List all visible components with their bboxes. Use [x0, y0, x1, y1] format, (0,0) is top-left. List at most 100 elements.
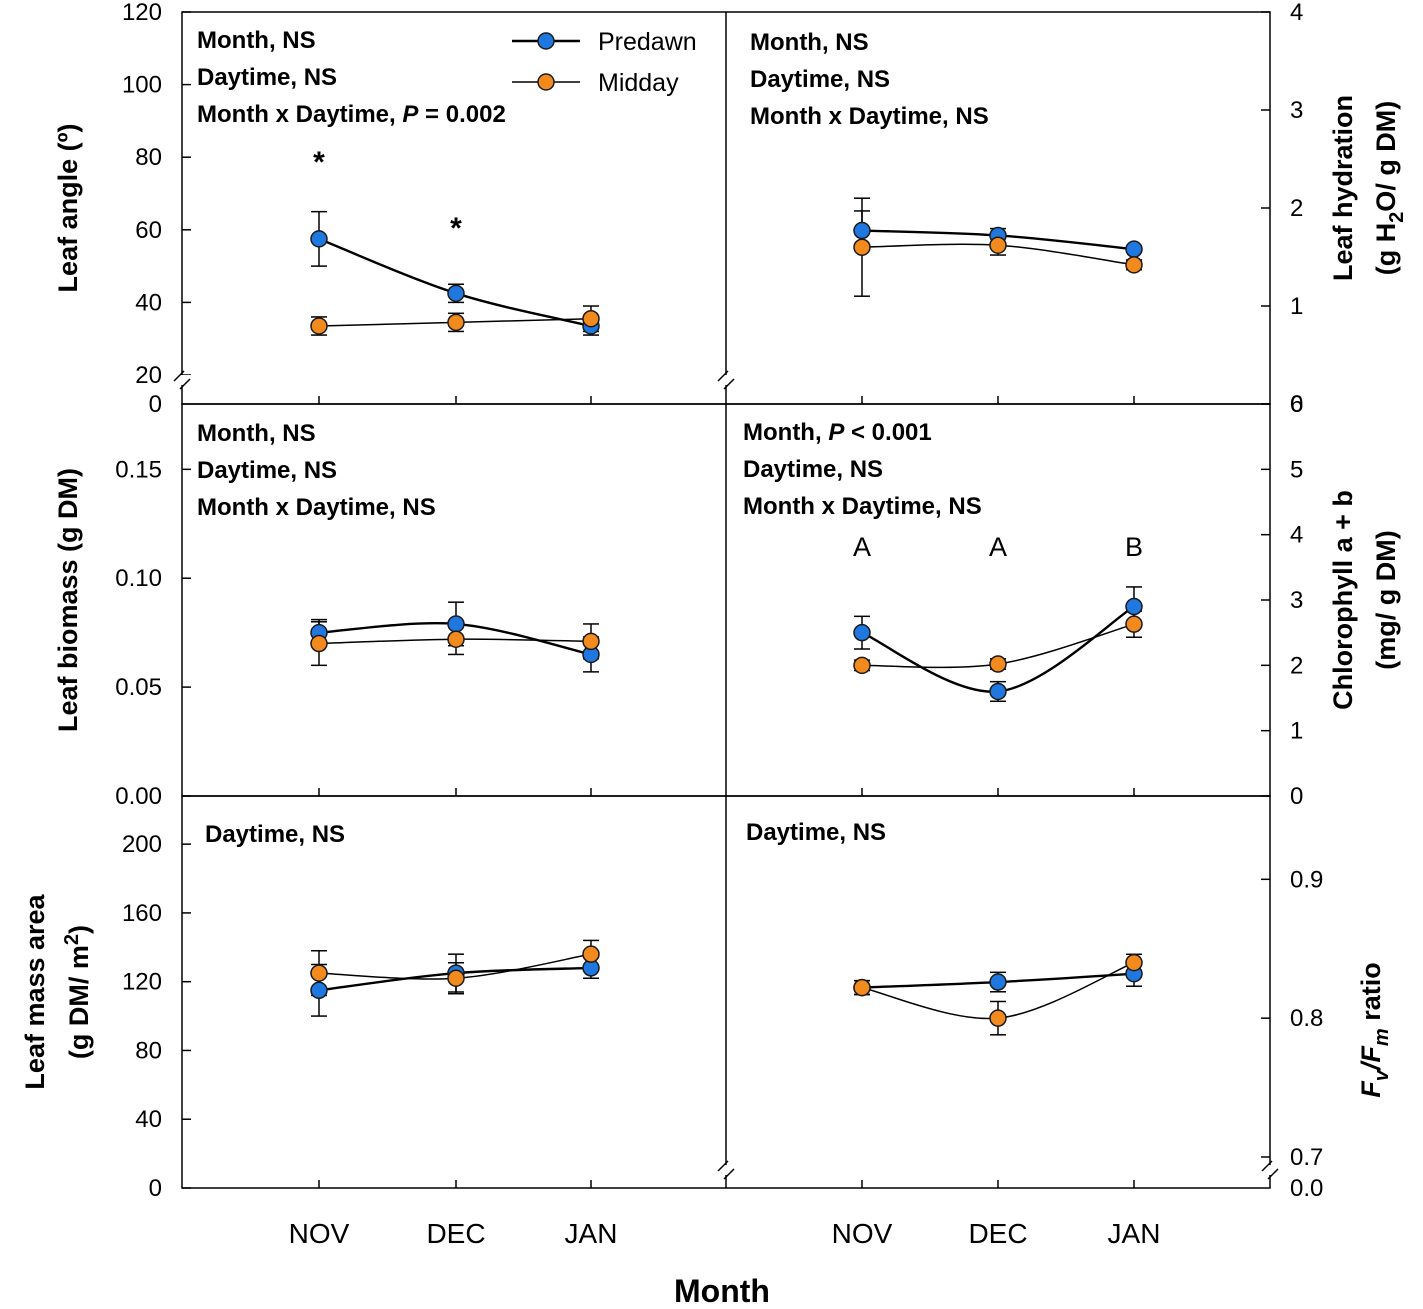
leaf-hydration-midday-point [989, 236, 1007, 254]
chlorophyll-y-tick-label: 6 [1290, 391, 1303, 418]
leaf-hydration-stat-line: Month x Daytime, NS [750, 103, 989, 130]
leaf-mass-area-midday-point [447, 969, 465, 987]
fv-fm-predawn-point [989, 973, 1007, 991]
chlorophyll-stat-line: Month, P < 0.001 [743, 419, 932, 446]
chlorophyll-predawn-point [989, 682, 1007, 701]
leaf-hydration-y-tick-label: 2 [1290, 195, 1303, 222]
chlorophyll-midday-point [853, 656, 871, 675]
leaf-biomass-stat-line: Month, NS [197, 420, 316, 447]
leaf-mass-area-midday-point [310, 964, 328, 982]
leaf-angle-predawn-point [310, 230, 328, 248]
chlorophyll-midday-point [989, 655, 1007, 673]
fv-fm-midday-point [989, 1009, 1007, 1027]
leaf-hydration-midday-point [853, 238, 871, 256]
chlorophyll-y-tick-label: 3 [1290, 587, 1303, 614]
chlorophyll-y-tick-label: 5 [1290, 456, 1303, 483]
leaf-biomass-stat-line: Month x Daytime, NS [197, 494, 436, 521]
leaf-mass-area-y-tick-label: 0 [149, 1175, 162, 1202]
fv-fm-axis-break [717, 1160, 1279, 1180]
chlorophyll-predawn-point [853, 623, 871, 642]
chlorophyll-midday-point [1125, 615, 1143, 633]
leaf-hydration-y-tick-label: 4 [1290, 0, 1303, 26]
leaf-angle-midday-point [447, 313, 465, 332]
leaf-mass-area-midday-point [582, 945, 600, 963]
x-axis-title: Month [674, 1273, 770, 1309]
x-tick-label-right: JAN [1108, 1218, 1161, 1249]
leaf-angle-y-title: Leaf angle (º) [53, 124, 83, 293]
chlorophyll-group-letter: A [989, 532, 1007, 562]
leaf-angle-stat-line: Daytime, NS [197, 64, 337, 91]
fv-fm-midday-point [1125, 953, 1143, 972]
leaf-mass-area-y-tick-label: 80 [135, 1037, 162, 1064]
x-tick-label-right: DEC [968, 1218, 1027, 1249]
leaf-angle-y-tick-label: 120 [122, 0, 162, 26]
leaf-biomass-y-tick-label: 0.05 [115, 674, 162, 701]
leaf-biomass-midday-point [582, 632, 600, 651]
fv-fm-stat-line: Daytime, NS [746, 819, 886, 846]
chlorophyll-y-tick-label: 2 [1290, 652, 1303, 679]
chlorophyll-y-unit: (mg/ g DM) [1371, 530, 1401, 669]
leaf-biomass-midday-point [310, 634, 328, 653]
legend-predawn-label: Predawn [598, 28, 697, 56]
chlorophyll-stat-line: Month x Daytime, NS [743, 493, 982, 520]
chlorophyll-y-tick-label: 0 [1290, 783, 1303, 810]
data-layer [310, 197, 1143, 1036]
chlorophyll-y-tick-label: 4 [1290, 522, 1303, 549]
leaf-hydration-predawn-point [853, 221, 871, 240]
leaf-biomass-y-title: Leaf biomass (g DM) [53, 468, 83, 732]
chlorophyll-y-tick-label: 1 [1290, 718, 1303, 745]
leaf-hydration-stat-line: Daytime, NS [750, 66, 890, 93]
panel-frames [173, 11, 1279, 1189]
leaf-angle-stat-line: Month, NS [197, 27, 316, 54]
leaf-hydration-predawn-point [1125, 240, 1143, 258]
leaf-angle-significance-asterisk: * [313, 146, 325, 179]
leaf-mass-area-stat-line: Daytime, NS [205, 821, 345, 848]
leaf-angle-stat-line: Month x Daytime, P = 0.002 [197, 101, 506, 128]
leaf-angle-y-tick-label: 40 [135, 289, 162, 316]
leaf-angle-midday-point [582, 309, 600, 328]
leaf-hydration-y-unit: (g H2O/ g DM) [1371, 101, 1408, 276]
leaf-angle-y-tick-label: 100 [122, 72, 162, 99]
x-tick-label-left: NOV [289, 1218, 350, 1249]
leaf-angle-y-tick-label: 60 [135, 217, 162, 244]
fv-fm-y-title: Fv/Fm ratio [1356, 962, 1393, 1097]
legend-predawn-marker [537, 32, 555, 50]
fv-fm-y-tick-label: 0.9 [1290, 866, 1323, 893]
leaf-mass-area-y-title: Leaf mass area [20, 893, 50, 1089]
legend-midday-label: Midday [598, 69, 679, 97]
leaf-mass-area-y-tick-label: 160 [122, 900, 162, 927]
leaf-hydration-y-tick-label: 1 [1290, 293, 1303, 320]
chlorophyll-y-title: Chlorophyll a + b [1328, 490, 1358, 710]
leaf-hydration-y-tick-label: 3 [1290, 97, 1303, 124]
leaf-mass-area-y-tick-label: 200 [122, 831, 162, 858]
leaf-biomass-y-tick-label: 0.00 [115, 783, 162, 810]
leaf-mass-area-y-tick-label: 40 [135, 1106, 162, 1133]
leaf-mass-area-predawn-point [310, 981, 328, 1000]
chlorophyll-stat-line: Daytime, NS [743, 456, 883, 483]
leaf-biomass-y-tick-label: 0.15 [115, 456, 162, 483]
leaf-angle-y-tick-label: 20 [135, 362, 162, 389]
leaf-biomass-midday-point [447, 630, 465, 648]
chlorophyll-predawn-line [861, 605, 1135, 693]
leaf-hydration-y-title: Leaf hydration [1328, 95, 1358, 281]
leaf-angle-predawn-point [447, 284, 465, 303]
leaf-mass-area-y-unit: (g DM/ m2) [61, 925, 94, 1059]
leaf-biomass-stat-line: Daytime, NS [197, 457, 337, 484]
leaf-mass-area-y-tick-label: 120 [122, 969, 162, 996]
legend-midday-marker [537, 73, 555, 91]
leaf-biomass-predawn-point [447, 615, 465, 633]
leaf-hydration-y-tick-label: 0 [1290, 391, 1303, 418]
fv-fm-y-tick-label: 0.0 [1290, 1175, 1323, 1202]
x-tick-label-left: DEC [426, 1218, 485, 1249]
leaf-angle-y-tick-label: 80 [135, 144, 162, 171]
fv-fm-midday-point [853, 978, 871, 997]
leaf-angle-significance-asterisk: * [450, 212, 462, 245]
x-tick-label-right: NOV [832, 1218, 893, 1249]
fv-fm-y-tick-label: 0.8 [1290, 1005, 1323, 1032]
leaf-angle-axis-break [173, 370, 735, 390]
chlorophyll-group-letter: B [1125, 532, 1143, 562]
leaf-biomass-y-tick-label: 0.10 [115, 565, 162, 592]
fv-fm-y-tick-label: 0.7 [1290, 1144, 1323, 1171]
